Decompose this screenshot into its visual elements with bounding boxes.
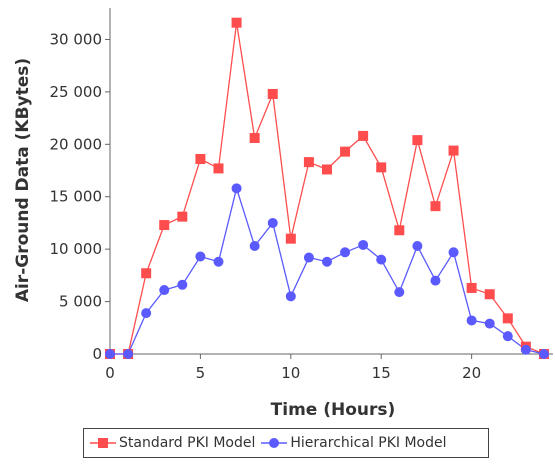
point-hierarchical <box>502 331 513 342</box>
point-hierarchical <box>340 247 351 258</box>
point-standard <box>358 130 369 141</box>
point-standard <box>430 201 441 212</box>
series-line-hierarchical <box>110 185 545 355</box>
point-hierarchical <box>213 256 224 267</box>
y-tick-label: 5 000 <box>59 293 102 311</box>
y-tick-label: 25 000 <box>50 83 103 101</box>
chart: 0 5 000 10 000 15 000 20 000 25 000 30 000 0 5 10… <box>13 8 553 420</box>
x-tick-label: 20 <box>462 364 481 382</box>
point-standard <box>249 133 260 144</box>
series-layer <box>105 17 549 359</box>
x-tick-label: 10 <box>281 364 300 382</box>
x-tick-label: 15 <box>372 364 391 382</box>
point-hierarchical <box>394 287 405 298</box>
point-hierarchical <box>105 349 115 359</box>
point-standard <box>159 220 170 231</box>
legend: Standard PKI Model Hierarchical PKI Mode… <box>83 428 489 458</box>
point-standard <box>466 282 477 293</box>
point-standard <box>376 162 387 173</box>
point-hierarchical <box>303 252 314 263</box>
point-hierarchical <box>484 318 495 329</box>
point-hierarchical <box>231 183 242 194</box>
legend-swatch-hierarchical <box>261 438 288 448</box>
point-hierarchical <box>321 256 332 267</box>
point-standard <box>448 145 459 156</box>
point-hierarchical <box>448 247 459 258</box>
point-standard <box>195 153 206 164</box>
x-tick-label: 0 <box>105 364 115 382</box>
legend-item-hierarchical: Hierarchical PKI Model <box>261 435 447 451</box>
x-tick-label: 5 <box>196 364 206 382</box>
point-hierarchical <box>159 285 170 296</box>
legend-swatch-standard <box>90 438 116 448</box>
axes: 0 5 000 10 000 15 000 20 000 25 000 30 000 0 5 10… <box>50 8 553 382</box>
point-hierarchical <box>249 241 260 252</box>
point-hierarchical <box>177 279 188 290</box>
point-standard <box>285 233 296 244</box>
point-standard <box>303 157 314 168</box>
legend-label-standard: Standard PKI Model <box>119 435 256 451</box>
point-standard <box>177 211 188 222</box>
point-standard <box>231 17 242 28</box>
point-hierarchical <box>466 315 477 326</box>
point-hierarchical <box>538 349 549 359</box>
x-axis-title: Time (Hours) <box>271 400 396 420</box>
y-tick-label: 20 000 <box>50 135 103 153</box>
legend-item-standard: Standard PKI Model <box>90 435 255 451</box>
y-tick-label: 15 000 <box>50 188 103 206</box>
series-line-standard <box>110 22 545 355</box>
point-hierarchical <box>520 344 531 355</box>
point-hierarchical <box>267 217 278 228</box>
point-hierarchical <box>376 254 387 265</box>
y-tick-label: 0 <box>92 345 102 363</box>
point-standard <box>484 289 495 300</box>
point-standard <box>321 164 332 175</box>
point-standard <box>412 135 423 146</box>
point-hierarchical <box>123 349 134 359</box>
point-hierarchical <box>195 251 206 262</box>
point-standard <box>213 163 224 174</box>
point-standard <box>141 268 152 279</box>
y-tick-label: 10 000 <box>50 240 103 258</box>
legend-label-hierarchical: Hierarchical PKI Model <box>290 435 447 451</box>
point-hierarchical <box>285 291 296 302</box>
point-standard <box>267 88 278 99</box>
y-tick-label: 30 000 <box>50 30 103 48</box>
point-hierarchical <box>141 308 152 319</box>
point-hierarchical <box>412 241 423 252</box>
point-standard <box>340 146 351 157</box>
point-standard <box>394 225 405 236</box>
point-standard <box>502 313 513 324</box>
point-hierarchical <box>430 275 441 286</box>
point-hierarchical <box>358 239 369 250</box>
y-axis-title: Air-Ground Data (KBytes) <box>13 58 33 302</box>
